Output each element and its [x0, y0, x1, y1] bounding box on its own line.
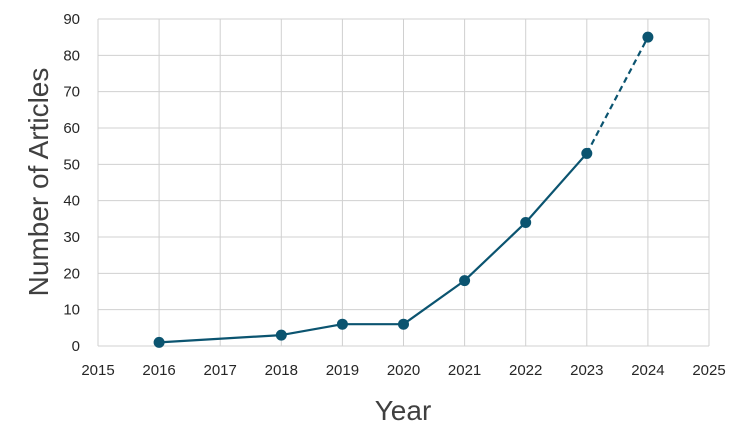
y-axis-title: Number of Articles — [23, 68, 54, 297]
data-point-2019 — [336, 318, 348, 330]
x-tick-label: 2017 — [204, 362, 237, 379]
x-tick-label: 2020 — [387, 362, 420, 379]
x-tick-label: 2025 — [692, 362, 725, 379]
x-tick-label: 2022 — [509, 362, 542, 379]
y-tick-label: 90 — [63, 11, 80, 28]
data-point-2021 — [459, 275, 471, 287]
x-tick-label: 2019 — [326, 362, 359, 379]
data-point-2020 — [398, 318, 409, 330]
x-axis-title: Year — [375, 395, 432, 426]
gridlines — [97, 18, 710, 347]
data-markers — [153, 31, 654, 348]
series-line-projected — [585, 36, 649, 154]
data-point-2022 — [520, 216, 532, 228]
series-line-solid — [159, 152, 588, 344]
x-axis-ticks: 2015 2016 2017 2018 2019 2020 2021 2022 2023 2024… — [81, 362, 725, 379]
y-tick-label: 0 — [72, 338, 80, 355]
x-tick-label: 2021 — [448, 362, 481, 379]
y-tick-label: 10 — [63, 302, 80, 319]
y-tick-label: 20 — [63, 265, 80, 282]
data-point-2016 — [153, 336, 165, 348]
x-tick-label: 2016 — [142, 362, 175, 379]
x-tick-label: 2015 — [81, 362, 114, 379]
y-tick-label: 30 — [63, 229, 80, 246]
y-axis-ticks: 0 10 20 30 40 50 60 70 80 90 — [63, 11, 80, 355]
x-tick-label: 2023 — [570, 362, 603, 379]
y-tick-label: 50 — [63, 156, 80, 173]
y-tick-label: 80 — [63, 47, 80, 64]
x-tick-label: 2018 — [265, 362, 298, 379]
x-tick-label: 2024 — [631, 362, 664, 379]
data-point-2018 — [275, 329, 287, 341]
y-tick-label: 40 — [63, 193, 80, 210]
data-point-2024 — [642, 31, 654, 43]
data-point-2023 — [581, 147, 593, 159]
y-tick-label: 70 — [63, 84, 80, 101]
y-tick-label: 60 — [63, 120, 80, 137]
